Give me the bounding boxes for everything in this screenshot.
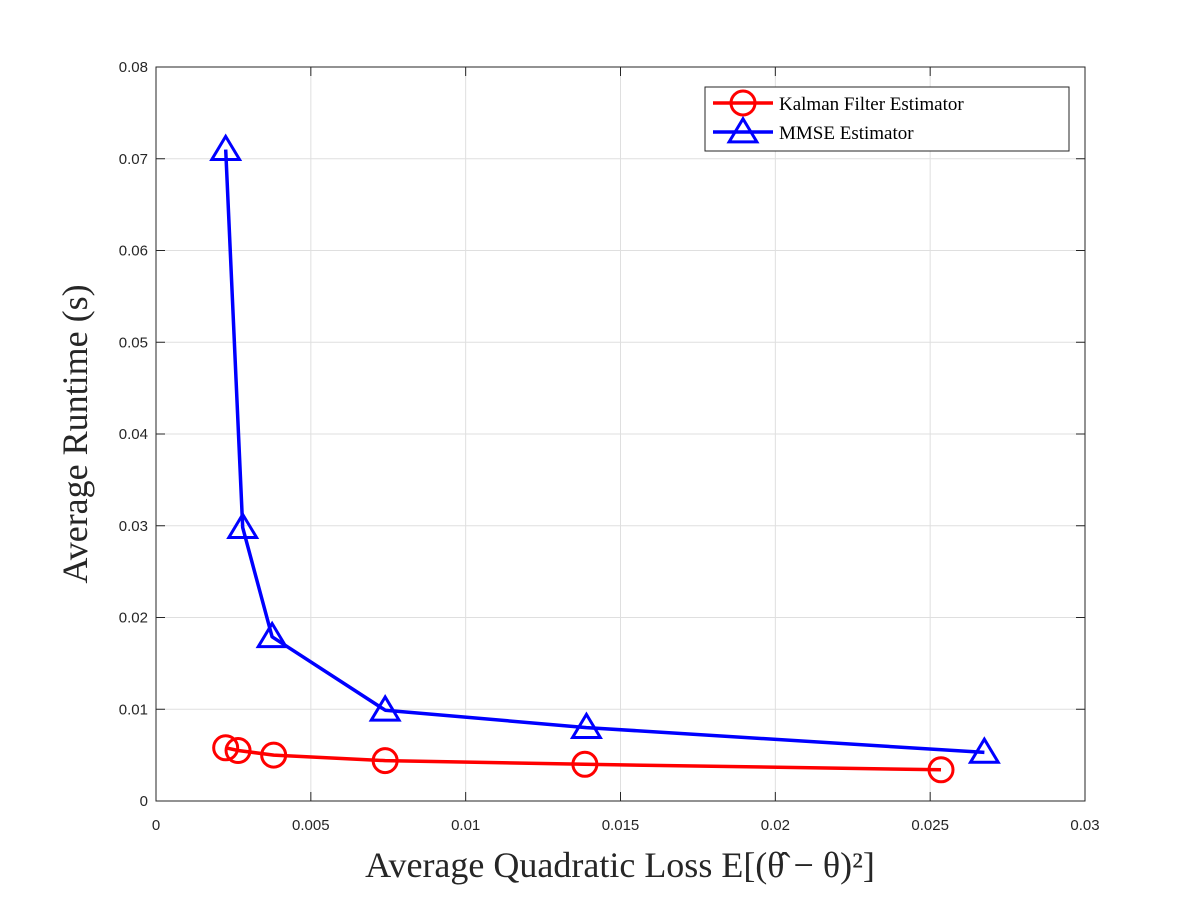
y-tick-label: 0.05 [119, 334, 148, 351]
data-point [224, 737, 252, 765]
legend-label: MMSE Estimator [779, 123, 914, 144]
data-point [927, 756, 955, 784]
legend-marker [729, 89, 757, 117]
data-point [967, 736, 1001, 764]
legend-entry: MMSE Estimator [713, 115, 914, 144]
x-tick-label: 0.015 [602, 817, 640, 834]
x-axis-ticks: 0 0.005 0.01 0.015 0.02 0.025 0.03 [152, 67, 1100, 834]
y-tick-label: 0.03 [119, 518, 148, 535]
x-tick-label: 0.025 [911, 817, 949, 834]
series-1 [212, 734, 955, 784]
legend-marker [726, 115, 760, 144]
data-point [226, 511, 260, 539]
x-axis-title: Average Quadratic Loss E[(θ̂ − θ)²] [365, 845, 875, 885]
data-point [260, 741, 288, 769]
y-axis-title: Average Runtime (s) [55, 284, 95, 583]
series [209, 133, 1001, 784]
y-tick-label: 0.01 [119, 701, 148, 718]
data-point [255, 620, 289, 649]
legend: Kalman Filter Estimator MMSE Estimator [704, 86, 1070, 152]
x-tick-label: 0.01 [451, 817, 480, 834]
y-axis-ticks: 0 0.01 0.02 0.03 0.04 0.05 0.06 0.07 0.08 [119, 59, 1085, 810]
y-tick-label: 0.02 [119, 610, 148, 627]
y-tick-label: 0.08 [119, 59, 148, 76]
data-point [571, 750, 599, 778]
data-point [209, 133, 243, 161]
y-tick-label: 0 [140, 793, 148, 810]
x-tick-label: 0.005 [292, 817, 330, 834]
x-tick-label: 0.02 [761, 817, 790, 834]
x-tick-label: 0.03 [1070, 817, 1099, 834]
y-tick-label: 0.07 [119, 151, 148, 168]
x-tick-label: 0 [152, 817, 160, 834]
legend-label: Kalman Filter Estimator [779, 94, 964, 115]
grid [155, 66, 1086, 802]
y-tick-label: 0.06 [119, 243, 148, 260]
data-point [371, 747, 399, 775]
legend-entry: Kalman Filter Estimator [713, 89, 964, 117]
data-point [569, 711, 603, 739]
legend-box [704, 86, 1070, 152]
series-2 [209, 133, 1001, 764]
y-tick-label: 0.04 [119, 426, 148, 443]
series-line [223, 149, 985, 755]
data-point [212, 734, 240, 762]
data-point [368, 694, 402, 722]
